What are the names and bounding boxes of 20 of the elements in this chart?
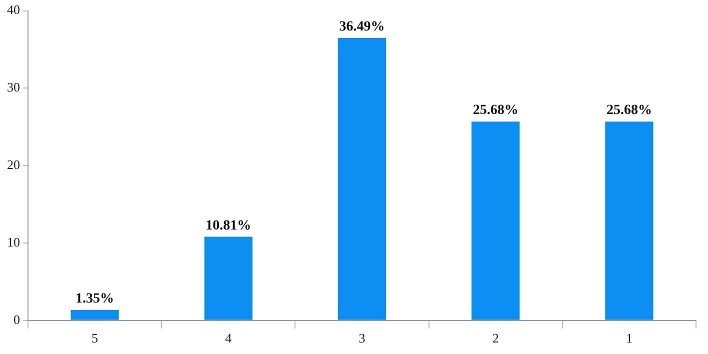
y-tick-label: 20 — [7, 157, 20, 172]
x-tick-label: 2 — [492, 330, 499, 346]
bar — [204, 236, 252, 320]
bar — [338, 38, 386, 320]
data-label: 25.68% — [606, 103, 652, 118]
x-tick-label: 5 — [92, 330, 98, 346]
x-tick-label: 1 — [626, 330, 632, 346]
y-tick-label: 40 — [7, 2, 20, 18]
bar — [70, 310, 119, 320]
y-tick-label: 30 — [7, 80, 20, 95]
y-tick-label: 0 — [14, 312, 20, 327]
bar — [472, 122, 520, 320]
data-label: 25.68% — [472, 103, 518, 118]
data-label: 1.35% — [76, 292, 114, 307]
x-tick-label: 3 — [358, 330, 366, 346]
data-label: 10.81% — [206, 218, 252, 234]
bar — [605, 122, 654, 320]
x-tick-label: 4 — [225, 330, 232, 346]
data-label: 36.49% — [339, 20, 385, 35]
y-tick-label: 10 — [7, 234, 20, 250]
